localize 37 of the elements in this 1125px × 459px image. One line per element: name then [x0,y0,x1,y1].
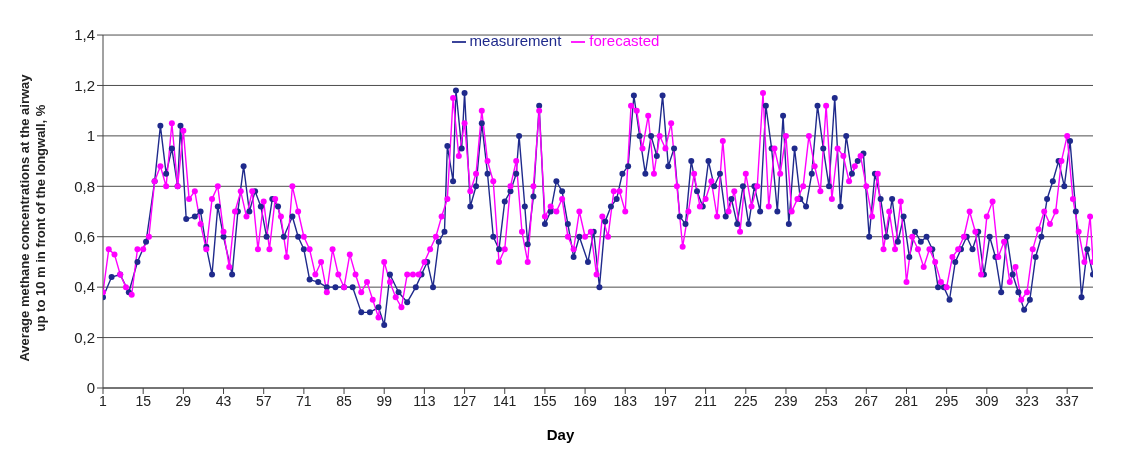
x-tick-label: 15 [135,392,152,409]
x-tick-label: 85 [336,392,353,409]
y-tick-label: 1,4 [74,26,95,44]
x-tick-label: 155 [533,392,557,409]
x-tick-label: 239 [774,392,798,409]
x-tick-label: 183 [613,392,638,409]
y-tick-label: 0 [86,379,95,397]
legend-label: measurement [469,32,562,49]
x-tick-label: 197 [653,392,678,409]
x-tick-label: 253 [814,392,839,409]
x-tick-label: 169 [573,392,597,409]
x-tick-label: 281 [894,392,919,409]
y-tick-label: 0,8 [74,177,95,195]
y-tick-label: 0,4 [74,278,95,296]
x-tick-label: 225 [734,392,758,409]
x-tick-label: 29 [175,392,192,409]
x-tick-label: 71 [296,392,312,409]
x-tick-label: 337 [1055,392,1080,409]
x-tick-label: 57 [255,392,272,409]
x-tick-label: 127 [452,392,477,409]
x-tick-label: 43 [215,392,232,409]
x-tick-label: 323 [1015,392,1039,409]
y-tick-label: 0,2 [74,328,95,346]
x-tick-label: 211 [694,392,717,409]
y-tick-label: 1,2 [74,76,95,94]
y-axis-title: Average methane concentrations at the airway up to 10 m in front of the longwall, % [17,73,48,362]
x-tick-label: 267 [854,392,879,409]
x-tick-label: 1 [99,392,108,409]
y-tick-label: 0,6 [74,228,95,246]
x-tick-label: 295 [934,392,959,409]
x-tick-label: 113 [413,392,436,409]
x-tick-label: 309 [975,392,999,409]
x-tick-label: 141 [493,392,517,409]
x-axis-title: Day [545,426,576,443]
legend-label: forecasted [589,32,660,49]
y-tick-label: 1 [86,127,95,145]
x-tick-label: 99 [376,392,393,409]
